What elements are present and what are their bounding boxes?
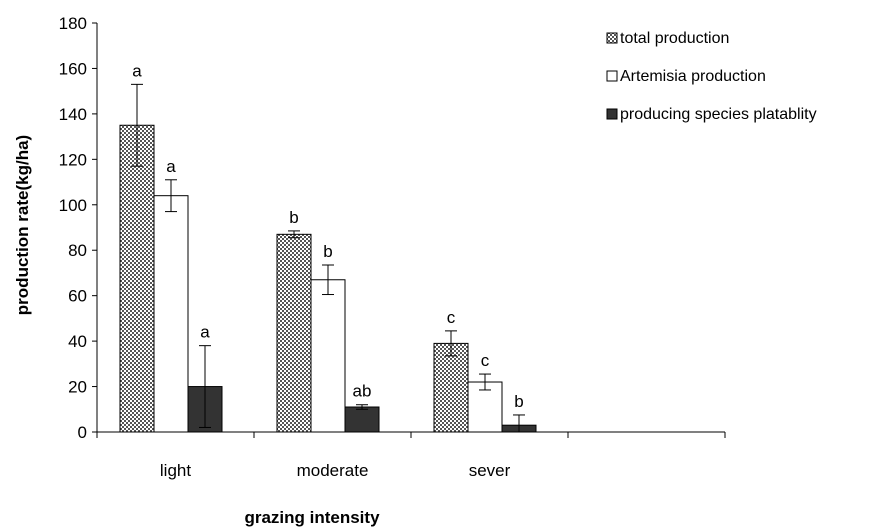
x-tick-label: sever [469,461,511,480]
significance-label: a [166,157,176,176]
y-axis-label: production rate(kg/ha) [13,135,32,315]
significance-label: a [200,323,210,342]
significance-label: ab [353,382,372,401]
significance-label: b [289,208,298,227]
significance-label: b [514,392,523,411]
legend-label: producing species platablity [620,106,817,123]
x-axis-label: grazing intensity [244,508,380,527]
y-ticks: 0 20 40 60 80 100 120 140 160 180 [59,14,97,442]
significance-label: c [481,351,490,370]
legend: total production Artemisia production prod… [606,30,817,123]
legend-label: total production [620,30,729,47]
bar [119,124,155,433]
y-tick-label: 100 [59,196,87,215]
x-tick-label: moderate [297,461,369,480]
y-tick-label: 0 [78,423,87,442]
bar [344,406,380,433]
x-ticks: light moderate sever [96,432,726,480]
legend-swatch [606,32,618,44]
y-tick-label: 60 [68,287,87,306]
significance-label: a [132,61,142,80]
y-tick-label: 140 [59,105,87,124]
y-tick-label: 20 [68,378,87,397]
y-tick-label: 120 [59,150,87,169]
y-tick-label: 180 [59,14,87,33]
y-tick-label: 80 [68,241,87,260]
legend-swatch [606,70,618,82]
y-tick-label: 40 [68,332,87,351]
y-tick-label: 160 [59,59,87,78]
significance-label: c [447,308,456,327]
bar [310,279,346,433]
bar [153,195,189,433]
bar [433,342,469,433]
bar [276,233,312,433]
legend-swatch [606,108,618,120]
x-tick-label: light [160,461,191,480]
legend-label: Artemisia production [620,68,766,85]
significance-label: b [323,242,332,261]
